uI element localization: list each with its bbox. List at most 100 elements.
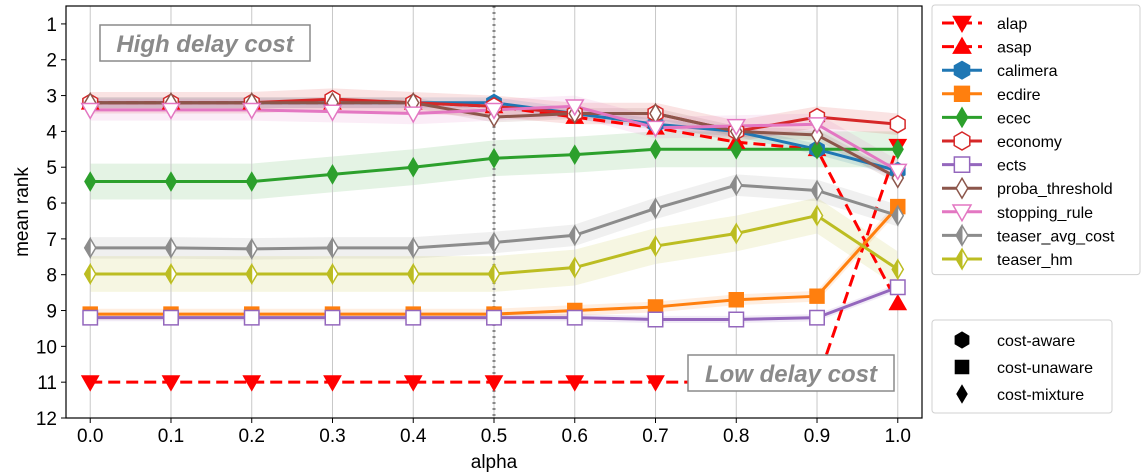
y-tick-label: 6 [46, 194, 57, 215]
point-teaser_avg_cost-0.2 [245, 237, 259, 261]
point-alap-0.4 [403, 375, 423, 392]
annotations: High delay cost Low delay cost [99, 24, 895, 392]
point-ecec-0.3 [326, 164, 339, 185]
legend-marker [953, 131, 971, 151]
point-teaser_hm-0.9 [810, 204, 824, 227]
band-teaser_hm [90, 197, 898, 292]
legend-label: ects [997, 158, 1026, 175]
marker-legend-square-icon [954, 359, 970, 375]
y-tick-label: 12 [36, 409, 57, 430]
marker-legend-frame [931, 319, 1113, 414]
point-teaser_hm-1.0 [891, 258, 905, 281]
legend-entry-economy: economy [942, 131, 1062, 151]
point-stopping_rule-0.4 [403, 106, 424, 124]
point-ecec-0.1 [164, 171, 178, 192]
point-ecdire-0.9 [809, 288, 825, 304]
annotation-box [99, 24, 311, 62]
x-tick-label: 0.2 [239, 426, 265, 447]
axes: 0.0 0.1 0.2 0.3 0.4 0.5 0.6 0.7 0.8 0.9 1.01234567… [12, 5, 923, 473]
marker-legend-entry: cost-unaware [954, 359, 1093, 377]
marker-legend-label: cost-unaware [997, 360, 1093, 377]
point-stopping_rule-0.9 [807, 117, 827, 135]
legend-marker [953, 60, 971, 80]
series-markers [80, 89, 908, 392]
x-tick-label: 0.0 [77, 426, 103, 447]
point-stopping_rule-0.7 [645, 120, 666, 138]
marker-legend: cost-aware cost-unaware cost-mixture [931, 319, 1113, 414]
y-axis-label: mean rank [12, 167, 33, 257]
point-ecec-1.0 [891, 138, 904, 160]
point-teaser_avg_cost-0.7 [649, 197, 662, 220]
y-tick-label: 5 [46, 158, 57, 179]
point-ects-0.5 [486, 309, 502, 326]
point-ecec-0.7 [649, 138, 662, 160]
y-tick-label: 8 [46, 266, 57, 287]
x-tick-label: 1.0 [885, 426, 911, 447]
point-alap-0.7 [646, 375, 665, 392]
legend-marker [952, 15, 972, 34]
point-stopping_rule-1.0 [887, 163, 908, 181]
x-axis-label: alpha [471, 452, 518, 473]
point-teaser_hm-0.4 [406, 262, 420, 286]
point-ects-0.4 [405, 309, 422, 326]
point-teaser_hm-0.2 [245, 262, 259, 286]
x-tick-label: 0.1 [158, 426, 184, 447]
point-ecec-0.9 [810, 138, 824, 160]
point-stopping_rule-0.3 [322, 104, 343, 122]
legend-label: teaser_hm [997, 252, 1073, 269]
x-tick-label: 0.3 [319, 426, 345, 447]
x-tick-label: 0.9 [804, 426, 830, 447]
point-teaser_hm-0.5 [487, 262, 501, 286]
point-economy-1.0 [889, 114, 906, 134]
y-tick-label: 2 [46, 51, 57, 72]
point-alap-0.0 [80, 375, 100, 392]
legend-label: ecec [997, 110, 1031, 127]
point-alap-0.5 [484, 375, 504, 392]
point-alap-0.6 [565, 375, 585, 392]
point-ects-0.2 [243, 309, 260, 326]
point-teaser_avg_cost-0.0 [83, 236, 97, 260]
point-ecec-0.2 [245, 171, 258, 192]
series-legend-frame [931, 4, 1141, 276]
point-teaser_hm-0.7 [649, 234, 662, 258]
y-tick-label: 11 [37, 373, 57, 394]
marker-legend-hexagon-icon [954, 331, 970, 349]
point-stopping_rule-0.0 [80, 102, 101, 120]
marker-legend-label: cost-mixture [997, 387, 1084, 404]
legend-entry-asap: asap [942, 36, 1032, 57]
series-legend: alap asap calimera ecdire ecec economy ects pro… [931, 4, 1141, 276]
point-stopping_rule-0.1 [161, 102, 181, 120]
legend-marker [955, 106, 969, 129]
annotation-text: High delay cost [116, 31, 294, 58]
marker-legend-label: cost-aware [997, 333, 1075, 350]
legend-entry-calimera: calimera [942, 60, 1058, 80]
point-alap-0.3 [323, 375, 342, 392]
point-ecec-0.0 [84, 171, 97, 192]
point-ecec-0.5 [487, 147, 501, 169]
point-teaser_avg_cost-0.4 [406, 236, 420, 260]
point-teaser_avg_cost-0.5 [487, 231, 501, 254]
point-ects-0.3 [324, 309, 341, 326]
point-stopping_rule-0.2 [241, 102, 262, 120]
y-tick-label: 7 [46, 230, 57, 251]
point-alap-0.1 [161, 375, 181, 392]
legend-entry-alap: alap [942, 15, 1027, 34]
point-ecec-0.8 [730, 138, 743, 160]
band-stopping_rule [90, 95, 898, 182]
legend-label: alap [997, 16, 1027, 33]
point-ects-1.0 [889, 279, 906, 296]
legend-label: asap [997, 40, 1032, 57]
legend-label: stopping_rule [997, 205, 1093, 222]
annotation-text: Low delay cost [705, 361, 878, 388]
legend-label: ecdire [997, 87, 1041, 104]
point-proba_threshold-0.9 [810, 124, 824, 146]
point-teaser_avg_cost-1.0 [891, 204, 905, 227]
point-ects-0.9 [809, 309, 825, 326]
y-tick-label: 10 [36, 337, 57, 358]
annotation-box [687, 354, 895, 392]
point-teaser_hm-0.8 [729, 222, 743, 245]
point-ecec-0.4 [407, 156, 420, 178]
legend-label: proba_threshold [997, 181, 1113, 198]
point-ects-0.7 [647, 311, 664, 328]
x-tick-label: 0.8 [723, 426, 749, 447]
